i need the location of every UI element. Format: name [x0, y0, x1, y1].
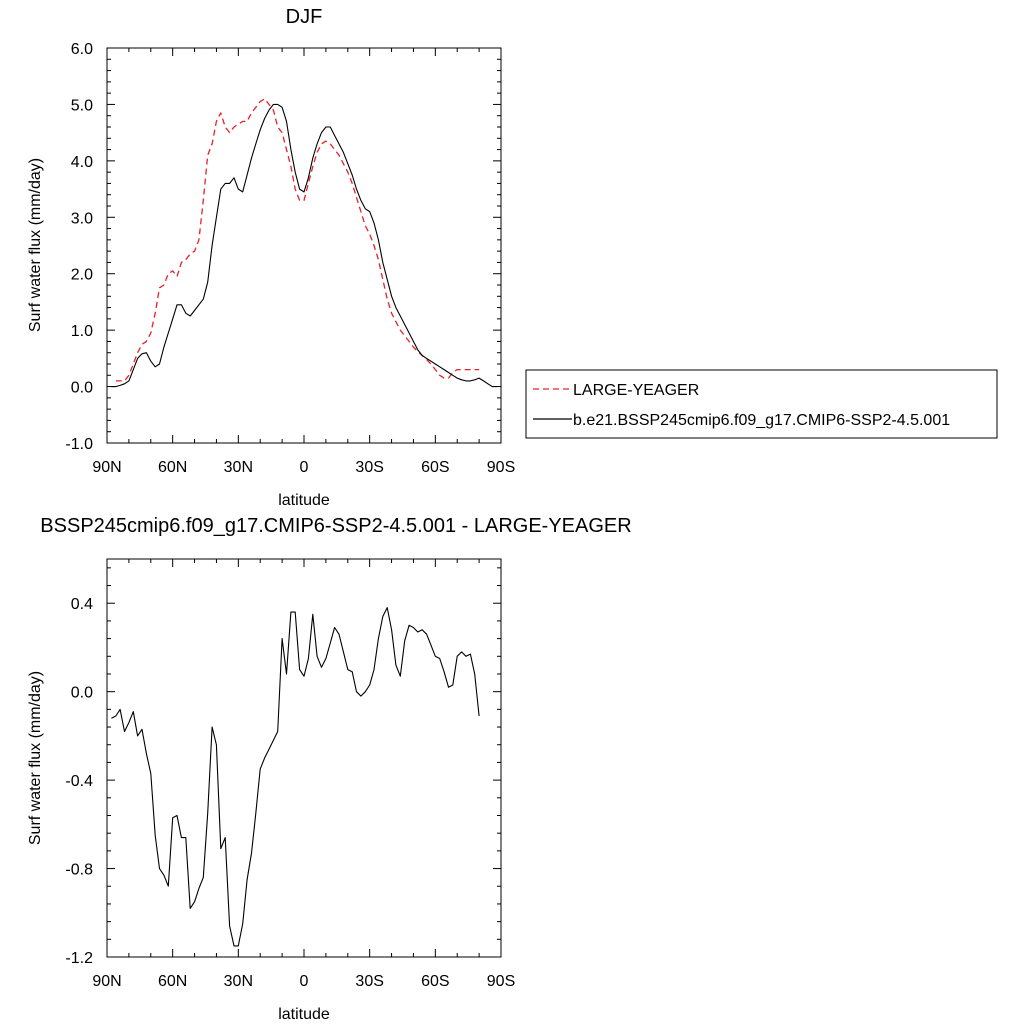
top-y-tick-label: 1.0: [71, 323, 93, 340]
bottom-y-tick-label: 0.4: [71, 596, 93, 613]
bottom-x-tick-label: 90N: [92, 973, 121, 990]
top-ticks: 90N 60N 30N 0 30S 60S 90S -1.0 0.0 1.0 2.0 3.0 4.0 5.…: [65, 41, 515, 476]
bottom-x-axis-label: latitude: [278, 1006, 330, 1023]
bottom-chart-title: BSSP245cmip6.f09_g17.CMIP6-SSP2-4.5.001 …: [40, 515, 631, 537]
top-x-tick-label: 90S: [487, 459, 515, 476]
bottom-y-tick-label: -0.4: [65, 773, 93, 790]
top-y-tick-label: 0.0: [71, 380, 93, 397]
bottom-plot-frame: [106, 558, 502, 958]
bottom-x-tick-label: 30N: [224, 973, 253, 990]
bottom-series-line-0: [111, 607, 480, 947]
legend-label-ssp245: b.e21.BSSP245cmip6.f09_g17.CMIP6-SSP2-4.…: [573, 412, 950, 429]
top-y-tick-label: 3.0: [71, 210, 93, 227]
top-x-tick-label: 60S: [421, 459, 449, 476]
legend-label-large-yeager: LARGE-YEAGER: [573, 382, 699, 399]
bottom-x-tick-label: 60S: [421, 973, 449, 990]
top-x-tick-label: 0: [300, 459, 309, 476]
bottom-x-tick-label: 90S: [487, 973, 515, 990]
bottom-panel: BSSP245cmip6.f09_g17.CMIP6-SSP2-4.5.001 …: [27, 515, 632, 1023]
bottom-x-tick-label: 30S: [355, 973, 383, 990]
bottom-y-axis-label: Surf water flux (mm/day): [27, 671, 44, 845]
top-x-tick-label: 30N: [224, 459, 253, 476]
top-series-line-0: [115, 98, 480, 382]
bottom-y-tick-label: 0.0: [71, 685, 93, 702]
top-plot-frame: [106, 47, 502, 444]
top-y-tick-label: -1.0: [65, 436, 93, 453]
bottom-x-tick-label: 0: [300, 973, 309, 990]
bottom-y-tick-label: -0.8: [65, 862, 93, 879]
top-y-tick-label: 5.0: [71, 97, 93, 114]
top-series-line-1: [111, 103, 497, 388]
top-y-axis-label: Surf water flux (mm/day): [27, 158, 44, 332]
bottom-y-tick-label: -1.2: [65, 950, 93, 967]
bottom-lines: [111, 607, 480, 947]
bottom-ticks: 90N 60N 30N 0 30S 60S 90S -1.2 -0.8 -0.4 0.0 0.4: [65, 559, 515, 990]
top-y-tick-label: 2.0: [71, 267, 93, 284]
top-x-tick-label: 90N: [92, 459, 121, 476]
top-x-tick-label: 30S: [355, 459, 383, 476]
top-chart-title: DJF: [286, 6, 323, 28]
top-lines: [111, 98, 497, 388]
top-y-tick-label: 4.0: [71, 154, 93, 171]
top-x-axis-label: latitude: [278, 492, 330, 509]
legend-box: [525, 369, 998, 439]
top-panel: DJF 90N 60N 30N 0 30S 60S 90S -1.0 0.0 1.0 2.0 3.0 4…: [27, 6, 515, 509]
top-x-tick-label: 60N: [158, 459, 187, 476]
top-y-tick-label: 6.0: [71, 41, 93, 58]
legend: LARGE-YEAGER b.e21.BSSP245cmip6.f09_g17.…: [525, 369, 998, 439]
bottom-x-tick-label: 60N: [158, 973, 187, 990]
